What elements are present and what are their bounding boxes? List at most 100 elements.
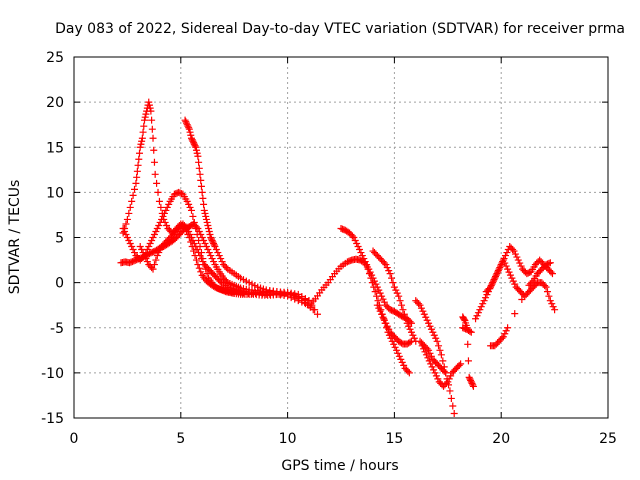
data-point bbox=[433, 337, 441, 345]
data-point bbox=[138, 134, 146, 142]
data-point bbox=[198, 234, 206, 241]
data-point bbox=[406, 338, 414, 346]
data-point bbox=[396, 297, 404, 305]
data-point bbox=[405, 322, 413, 330]
data-point bbox=[368, 279, 376, 287]
data-point bbox=[190, 140, 198, 148]
data-point bbox=[123, 234, 131, 241]
data-point bbox=[378, 310, 386, 318]
data-point bbox=[545, 259, 553, 267]
data-point bbox=[206, 230, 214, 238]
data-point bbox=[200, 200, 208, 208]
data-point bbox=[217, 255, 225, 263]
y-tick-label: -15 bbox=[41, 411, 64, 427]
data-point bbox=[156, 218, 164, 226]
data-point bbox=[379, 313, 387, 321]
data-point bbox=[472, 315, 480, 323]
data-point bbox=[514, 256, 522, 264]
data-point bbox=[122, 230, 130, 238]
data-point bbox=[154, 188, 162, 196]
data-point bbox=[210, 258, 218, 266]
data-point bbox=[183, 197, 191, 205]
data-point bbox=[509, 277, 517, 285]
data-point bbox=[132, 179, 140, 187]
series-track-5 bbox=[181, 116, 313, 305]
data-point bbox=[423, 316, 431, 324]
data-point bbox=[496, 264, 504, 272]
data-point bbox=[129, 191, 137, 199]
x-tick-label: 0 bbox=[70, 431, 79, 447]
data-point bbox=[404, 367, 412, 375]
data-point bbox=[207, 235, 215, 243]
data-point bbox=[502, 262, 510, 270]
data-point bbox=[204, 221, 212, 229]
data-point bbox=[187, 131, 195, 139]
data-point bbox=[511, 280, 519, 288]
data-point bbox=[351, 237, 359, 245]
data-point bbox=[198, 188, 206, 196]
data-point bbox=[395, 352, 403, 360]
data-point bbox=[504, 265, 512, 273]
data-point bbox=[137, 140, 145, 148]
data-point bbox=[128, 243, 136, 251]
data-point bbox=[202, 215, 210, 223]
y-tick-label: 10 bbox=[46, 185, 64, 201]
data-point bbox=[380, 316, 388, 324]
data-point bbox=[280, 289, 288, 297]
data-point bbox=[383, 322, 391, 330]
data-point bbox=[197, 176, 205, 184]
data-point bbox=[542, 283, 550, 291]
data-point bbox=[376, 307, 384, 315]
y-tick-label: 15 bbox=[46, 140, 64, 156]
data-point bbox=[551, 306, 559, 314]
data-point bbox=[210, 240, 218, 248]
data-point bbox=[397, 355, 405, 363]
data-point bbox=[121, 227, 129, 235]
data-point bbox=[131, 185, 139, 193]
data-point bbox=[442, 369, 450, 377]
data-point bbox=[427, 360, 435, 368]
y-tick-label: 0 bbox=[55, 276, 64, 292]
data-point bbox=[365, 270, 373, 278]
data-point bbox=[187, 134, 195, 142]
data-point bbox=[430, 366, 438, 374]
data-point bbox=[356, 246, 364, 254]
data-point bbox=[287, 291, 295, 299]
data-point bbox=[464, 357, 472, 365]
data-point bbox=[139, 249, 147, 257]
data-point bbox=[192, 146, 200, 154]
data-point bbox=[148, 125, 156, 133]
y-tick-label: -5 bbox=[50, 321, 64, 337]
data-point bbox=[445, 375, 453, 383]
data-point bbox=[423, 345, 431, 353]
data-marks bbox=[117, 98, 559, 417]
y-tick-label: 5 bbox=[55, 231, 64, 247]
x-tick-label: 10 bbox=[279, 431, 297, 447]
data-point bbox=[126, 203, 134, 211]
data-point bbox=[197, 268, 205, 276]
data-point bbox=[482, 294, 490, 302]
data-point bbox=[361, 258, 369, 266]
data-point bbox=[491, 274, 499, 282]
data-point bbox=[511, 310, 519, 318]
data-point bbox=[385, 325, 393, 333]
data-point bbox=[394, 349, 402, 357]
data-point bbox=[398, 301, 406, 309]
data-point bbox=[183, 224, 191, 232]
data-point bbox=[498, 334, 506, 342]
data-point bbox=[487, 283, 495, 291]
data-point bbox=[546, 259, 554, 267]
data-point bbox=[386, 270, 394, 278]
data-point bbox=[516, 259, 524, 267]
data-point bbox=[379, 295, 387, 303]
data-point bbox=[483, 291, 491, 299]
data-point bbox=[468, 379, 476, 387]
data-point bbox=[444, 378, 452, 386]
data-point bbox=[145, 98, 153, 106]
data-point bbox=[193, 246, 201, 254]
data-point bbox=[189, 212, 197, 220]
data-point bbox=[155, 197, 163, 205]
data-point bbox=[155, 221, 163, 229]
data-point bbox=[380, 259, 388, 267]
data-point bbox=[187, 206, 195, 214]
